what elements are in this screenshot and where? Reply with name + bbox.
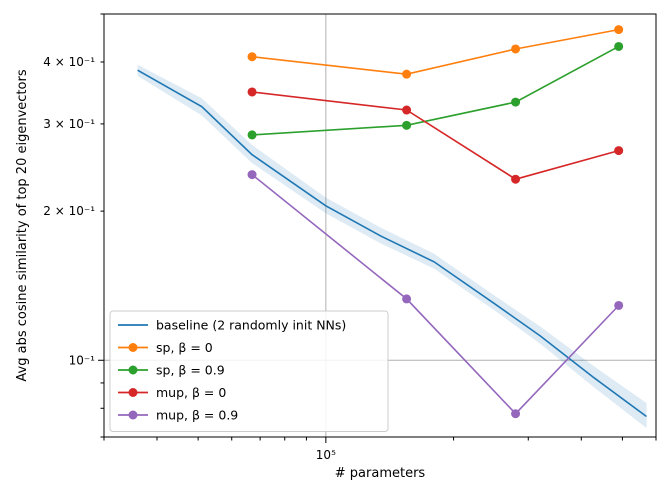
data-point	[247, 52, 257, 62]
legend-swatch-marker	[128, 365, 138, 375]
tick-layer: 10⁵ 10⁻¹ 2 × 10⁻¹ 3 × 10⁻¹ 4 × 10⁻¹	[43, 13, 657, 462]
data-point	[614, 41, 624, 51]
data-point	[402, 120, 412, 130]
data-point	[511, 44, 521, 54]
legend-entry-label: baseline (2 randomly init NNs)	[156, 318, 346, 333]
x-tick-label: 10⁵	[316, 448, 336, 462]
data-point	[247, 87, 257, 97]
data-point	[614, 25, 624, 35]
data-point	[402, 294, 412, 304]
series-line	[251, 173, 620, 415]
legend-swatch-marker	[128, 388, 138, 397]
y-tick-label: 4 × 10⁻¹	[43, 55, 95, 69]
data-point	[511, 174, 521, 184]
data-point	[247, 170, 257, 180]
y-tick-label: 10⁻¹	[69, 353, 96, 367]
legend-entry-label: mup, β = 0.9	[156, 408, 238, 423]
data-point	[614, 300, 624, 310]
series-line	[252, 45, 620, 136]
legend-swatch-marker	[128, 410, 138, 420]
data-point	[402, 105, 412, 115]
data-point	[247, 130, 257, 140]
legend: baseline (2 randomly init NNs) sp, β = 0 s…	[109, 310, 389, 432]
series-line	[252, 91, 619, 181]
data-point	[511, 97, 521, 107]
series-layer	[137, 25, 647, 419]
y-axis-label: Avg abs cosine similarity of top 20 eige…	[15, 69, 30, 381]
data-point	[511, 409, 521, 419]
x-axis-label: # parameters	[335, 466, 426, 481]
data-point	[402, 69, 412, 79]
series-line	[252, 28, 619, 76]
legend-entry-label: sp, β = 0	[156, 340, 213, 355]
plot-area	[103, 13, 657, 438]
y-tick-label: 2 × 10⁻¹	[43, 204, 95, 218]
legend-entry-label: mup, β = 0	[156, 385, 226, 400]
series-band	[137, 64, 647, 428]
legend-entry-label: sp, β = 0.9	[156, 363, 225, 378]
data-point	[614, 146, 624, 156]
y-tick-label: 3 × 10⁻¹	[43, 117, 95, 131]
legend-swatch-marker	[128, 343, 138, 352]
legend-box	[109, 310, 389, 432]
confidence-band-layer	[137, 64, 647, 428]
series-line	[137, 69, 647, 418]
